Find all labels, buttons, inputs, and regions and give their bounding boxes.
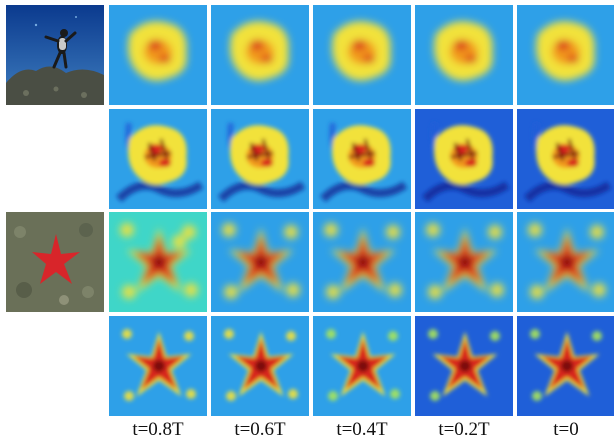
heatmap-r1-c2 [313,109,411,209]
column-label-2: t=0.4T [336,419,388,440]
heatmap-r2-c3 [415,212,513,312]
column-label-1: t=0.6T [234,419,286,440]
heatmap-r2-c2 [313,212,411,312]
heatmap-r2-c0 [109,212,207,312]
heatmap-r3-c2 [313,316,411,416]
column-label-4: t=0 [553,419,579,440]
heatmap-r0-c0 [109,5,207,105]
heatmap-r3-c3 [415,316,513,416]
heatmap-r2-c4 [517,212,614,312]
heatmap-r0-c2 [313,5,411,105]
photo-starfish [6,212,104,312]
heatmap-r3-c1 [211,316,309,416]
column-label-3: t=0.2T [438,419,490,440]
photo-diver [6,5,104,105]
heatmap-r0-c1 [211,5,309,105]
heatmap-r1-c4 [517,109,614,209]
heatmap-r0-c4 [517,5,614,105]
column-label-0: t=0.8T [132,419,184,440]
heatmap-r3-c4 [517,316,614,416]
heatmap-r1-c1 [211,109,309,209]
heatmap-r0-c3 [415,5,513,105]
heatmap-r1-c0 [109,109,207,209]
heatmap-r1-c3 [415,109,513,209]
heatmap-r2-c1 [211,212,309,312]
heatmap-r3-c0 [109,316,207,416]
